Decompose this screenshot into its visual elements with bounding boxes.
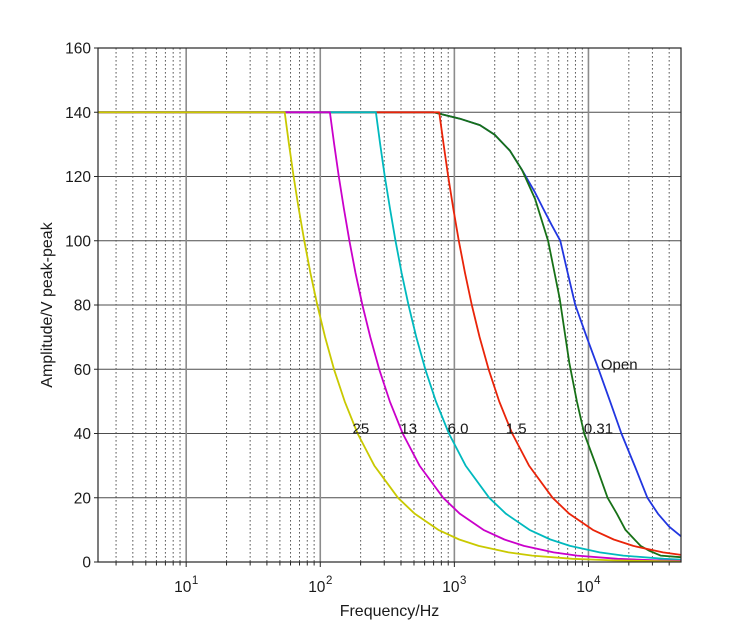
y-tick-label: 160 — [65, 41, 91, 58]
x-tick-label: 104 — [576, 575, 601, 596]
curve-load-6.0 — [98, 111, 682, 561]
curve-load-25 — [98, 111, 682, 563]
data-series-curves — [98, 111, 682, 563]
y-tick-label: 100 — [65, 233, 91, 250]
x-tick-label: 103 — [442, 575, 466, 596]
curve-label-load-1.5: 1.5 — [506, 421, 527, 438]
curve-label-load-6.0: 6.0 — [448, 421, 469, 438]
y-tick-label: 0 — [82, 555, 91, 572]
curve-load-0.31 — [98, 111, 681, 559]
curve-load-1.5 — [98, 111, 682, 556]
curve-label-open-load: Open — [601, 356, 638, 373]
plot-border-box — [97, 47, 682, 563]
curve-label-load-0.31: 0.31 — [584, 421, 613, 438]
curve-load-13 — [98, 111, 682, 562]
y-tick-label: 40 — [74, 426, 92, 443]
y-tick-label: 60 — [74, 362, 92, 379]
y-tick-label: 80 — [74, 298, 92, 315]
curve-label-load-25: 25 — [353, 421, 370, 438]
x-axis-label: Frequency/Hz — [340, 603, 440, 620]
y-tick-label: 140 — [65, 105, 91, 122]
curve-label-load-13: 13 — [400, 421, 417, 438]
y-tick-label: 120 — [65, 169, 91, 186]
curve-value-labels: Open 0.31 1.5 6.0 13 25 — [353, 356, 638, 437]
grid-lines — [98, 48, 681, 562]
y-axis-label: Amplitude/V peak-peak — [39, 221, 56, 387]
x-tick-label: 102 — [308, 575, 332, 596]
y-tick-label: 20 — [74, 490, 92, 507]
x-tick-label: 101 — [174, 575, 198, 596]
